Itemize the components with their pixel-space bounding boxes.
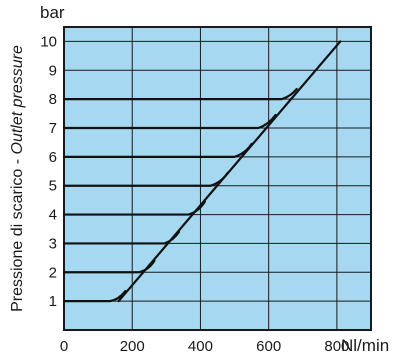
series-lines	[62, 40, 342, 303]
y-axis-title: Pressione di scarico - Outlet pressure	[9, 45, 26, 312]
y-tick-label-6: 6	[49, 149, 57, 166]
envelope-line	[117, 40, 342, 303]
x-tick-label-0: 0	[60, 338, 68, 355]
y-tick-label-2: 2	[49, 264, 57, 281]
series-line-3-bar	[62, 230, 181, 245]
x-unit-label: Nl/min	[341, 336, 389, 355]
series-line-5-bar	[62, 171, 229, 187]
y-axis-title-italian: Pressione di scarico -	[9, 155, 26, 312]
series-line-6-bar	[62, 142, 253, 158]
x-tick-label-600: 600	[256, 338, 281, 355]
x-tick-labels: 0 200 400 600 800	[60, 338, 350, 355]
y-tick-label-5: 5	[49, 178, 57, 195]
series-line-8-bar	[62, 87, 298, 101]
plot-frame	[63, 26, 372, 331]
x-tick-label-200: 200	[120, 338, 145, 355]
series-line-1-bar	[62, 289, 127, 303]
series-line-2-bar	[62, 259, 156, 274]
y-tick-labels: 1 2 3 4 5 6 7 8 9 10	[40, 33, 57, 310]
y-unit-label: bar	[40, 3, 65, 22]
plot-area	[64, 27, 371, 330]
series-line-4-bar	[62, 200, 206, 216]
x-tick-label-800: 800	[324, 338, 349, 355]
y-tick-label-1: 1	[49, 293, 57, 310]
y-tick-label-9: 9	[49, 62, 57, 79]
y-tick-label-8: 8	[49, 91, 57, 108]
y-tick-label-10: 10	[40, 33, 57, 50]
y-tick-label-4: 4	[49, 207, 57, 224]
y-axis-title-english: Outlet pressure	[9, 45, 26, 154]
y-tick-label-3: 3	[49, 235, 57, 252]
y-tick-label-7: 7	[49, 120, 57, 137]
series-line-7-bar	[62, 113, 277, 130]
x-tick-label-400: 400	[188, 338, 213, 355]
